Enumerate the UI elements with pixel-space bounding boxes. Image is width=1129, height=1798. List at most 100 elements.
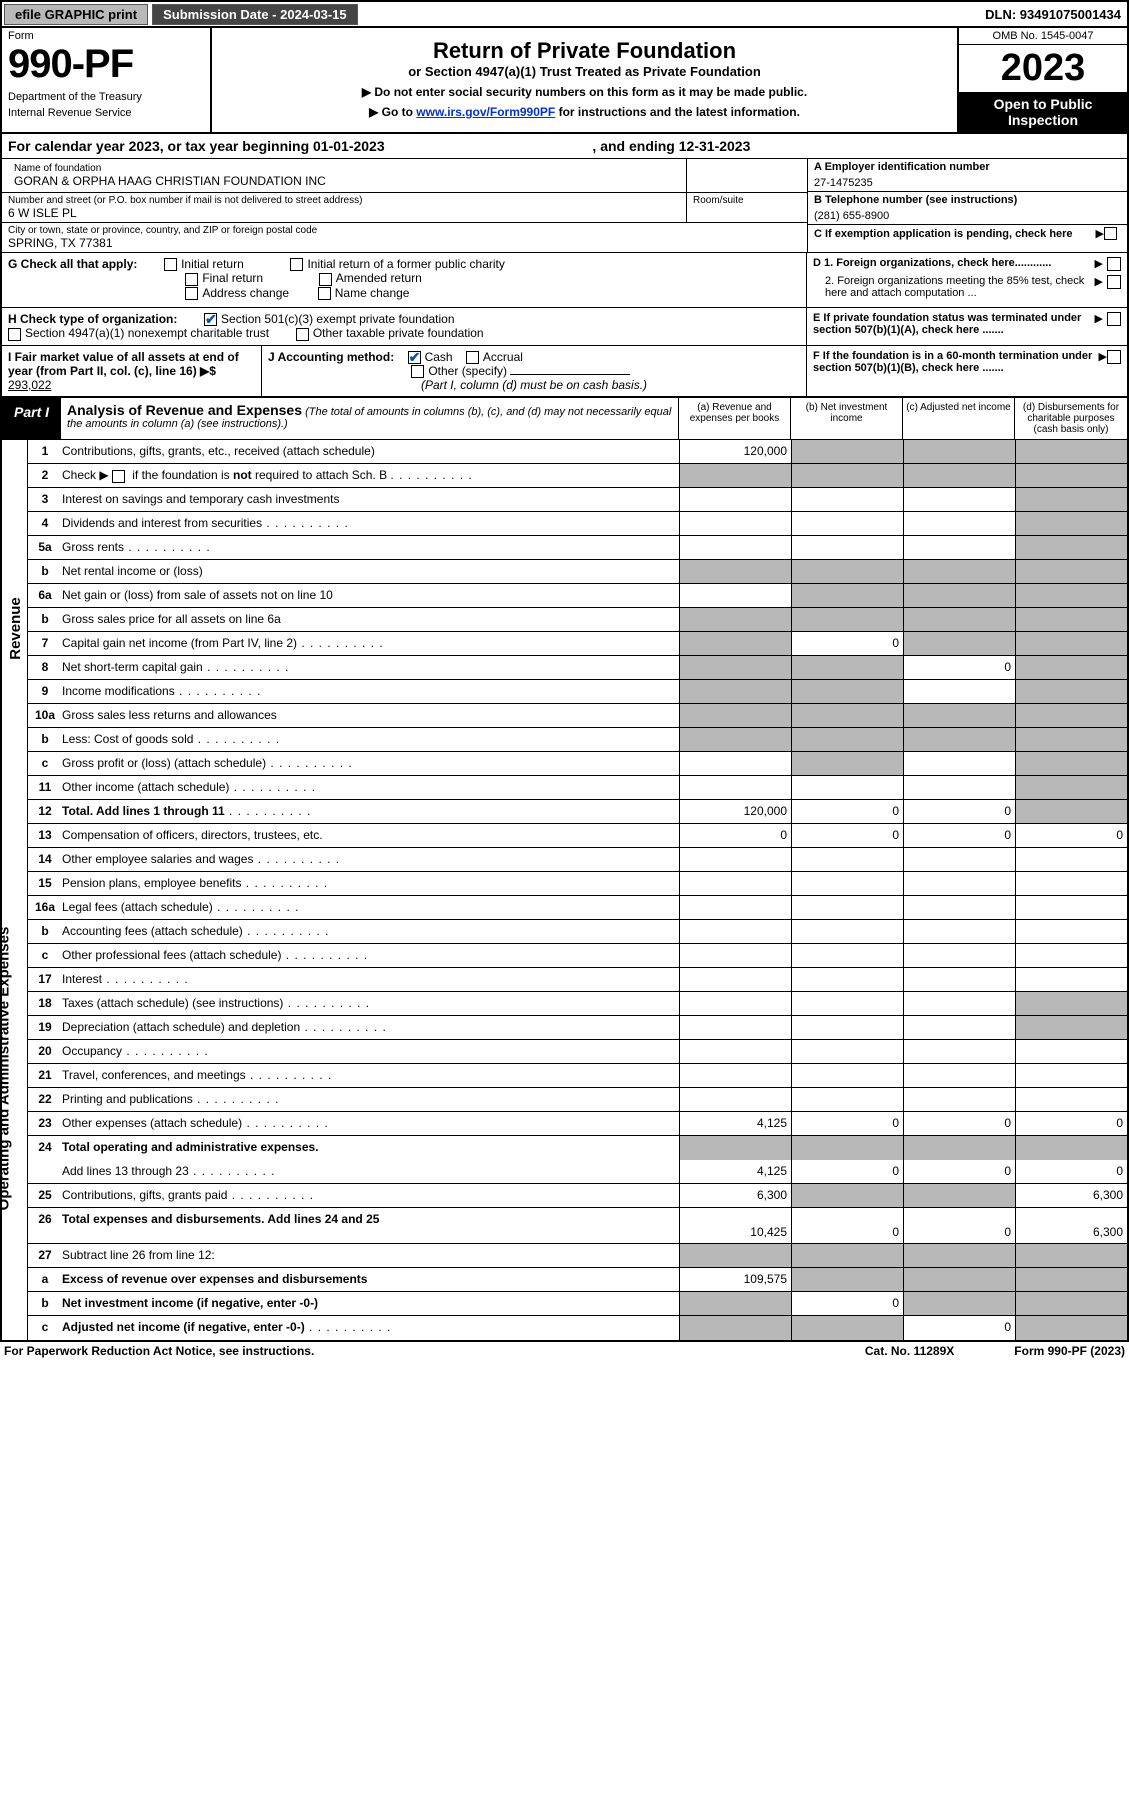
cell-c: [903, 1136, 1015, 1160]
name-label: Name of foundation: [14, 163, 674, 174]
h-4947-checkbox[interactable]: [8, 328, 21, 341]
cell-c: [903, 1268, 1015, 1291]
row-27a: aExcess of revenue over expenses and dis…: [28, 1268, 1127, 1292]
cell-c: 0: [903, 1208, 1015, 1243]
cell-b: [791, 536, 903, 559]
cell-d: 0: [1015, 1112, 1127, 1135]
d2-checkbox[interactable]: [1107, 275, 1121, 289]
row-desc: Total operating and administrative expen…: [62, 1136, 679, 1160]
cell-d: [1015, 1040, 1127, 1063]
cell-d: 0: [1015, 1160, 1127, 1183]
g-label: G Check all that apply:: [8, 257, 137, 271]
cell-b: [791, 1244, 903, 1267]
g-final-checkbox[interactable]: [185, 273, 198, 286]
e-checkbox[interactable]: [1107, 312, 1121, 326]
g-address-checkbox[interactable]: [185, 287, 198, 300]
calyear-mid: , and ending: [592, 138, 678, 154]
row-desc: Gross rents: [62, 536, 679, 559]
row-desc: Interest: [62, 968, 679, 991]
row-11: 11Other income (attach schedule): [28, 776, 1127, 800]
row-num: 18: [28, 992, 62, 1015]
row-desc: Less: Cost of goods sold: [62, 728, 679, 751]
cell-a: 4,125: [679, 1112, 791, 1135]
cell-c: [903, 944, 1015, 967]
cell-b: [791, 464, 903, 487]
cell-a: [679, 968, 791, 991]
cell-b: [791, 1268, 903, 1291]
g-amended-checkbox[interactable]: [319, 273, 332, 286]
d2-label: 2. Foreign organizations meeting the 85%…: [813, 275, 1091, 299]
cell-c: [903, 488, 1015, 511]
cell-a: [679, 776, 791, 799]
j-accrual-checkbox[interactable]: [466, 351, 479, 364]
cell-c: 0: [903, 800, 1015, 823]
cell-c: 0: [903, 1316, 1015, 1340]
row-num: 5a: [28, 536, 62, 559]
e-label: E If private foundation status was termi…: [813, 312, 1091, 336]
row-num: b: [28, 560, 62, 583]
schb-checkbox[interactable]: [112, 470, 125, 483]
cell-c: [903, 968, 1015, 991]
row-num: 9: [28, 680, 62, 703]
row-27: 27Subtract line 26 from line 12:: [28, 1244, 1127, 1268]
cell-d: [1015, 896, 1127, 919]
h-other-checkbox[interactable]: [296, 328, 309, 341]
row-24: 24Total operating and administrative exp…: [28, 1136, 1127, 1160]
row-desc: Printing and publications: [62, 1088, 679, 1111]
j-other-checkbox[interactable]: [411, 365, 424, 378]
cell-b: [791, 752, 903, 775]
cell-b: [791, 1040, 903, 1063]
row-num: 6a: [28, 584, 62, 607]
c-checkbox[interactable]: [1104, 227, 1117, 240]
row-6a: 6aNet gain or (loss) from sale of assets…: [28, 584, 1127, 608]
section-i-j-f: I Fair market value of all assets at end…: [0, 346, 1129, 399]
row-desc: Gross profit or (loss) (attach schedule): [62, 752, 679, 775]
row-15: 15Pension plans, employee benefits: [28, 872, 1127, 896]
cell-d: [1015, 1292, 1127, 1315]
ein-value: 27-1475235: [814, 173, 1121, 189]
row-num: 14: [28, 848, 62, 871]
g-initial-former-checkbox[interactable]: [290, 258, 303, 271]
cell-d: [1015, 488, 1127, 511]
cell-a: [679, 848, 791, 871]
cell-b: [791, 1136, 903, 1160]
row-desc: Contributions, gifts, grants, etc., rece…: [62, 440, 679, 463]
submission-date-badge: Submission Date - 2024-03-15: [152, 4, 358, 25]
revenue-vlabel: Revenue: [7, 598, 24, 661]
row-desc: Adjusted net income (if negative, enter …: [62, 1316, 679, 1340]
form-number: 990-PF: [8, 42, 204, 87]
cell-a: [679, 680, 791, 703]
row-3: 3Interest on savings and temporary cash …: [28, 488, 1127, 512]
g-final-label: Final return: [202, 271, 263, 285]
row-24b: Add lines 13 through 234,125000: [28, 1160, 1127, 1184]
irs-link[interactable]: www.irs.gov/Form990PF: [416, 105, 555, 119]
cell-c: [903, 920, 1015, 943]
cell-d: [1015, 872, 1127, 895]
j-cash-checkbox[interactable]: [408, 351, 421, 364]
row-num: 17: [28, 968, 62, 991]
cell-d: [1015, 536, 1127, 559]
g-name-checkbox[interactable]: [318, 287, 331, 300]
cell-a: 6,300: [679, 1184, 791, 1207]
d1-checkbox[interactable]: [1107, 257, 1121, 271]
h-501c3-checkbox[interactable]: [204, 313, 217, 326]
row-num: 10a: [28, 704, 62, 727]
cell-a: [679, 728, 791, 751]
form-header: Form 990-PF Department of the Treasury I…: [0, 28, 1129, 134]
row-desc: Other income (attach schedule): [62, 776, 679, 799]
cell-c: [903, 560, 1015, 583]
foundation-name: GORAN & ORPHA HAAG CHRISTIAN FOUNDATION …: [14, 174, 674, 188]
f-checkbox[interactable]: [1107, 350, 1121, 364]
cell-a: [679, 1040, 791, 1063]
g-initial-checkbox[interactable]: [164, 258, 177, 271]
cell-a: [679, 992, 791, 1015]
cell-b: [791, 728, 903, 751]
cell-a: [679, 1088, 791, 1111]
cell-a: [679, 536, 791, 559]
row-desc: Taxes (attach schedule) (see instruction…: [62, 992, 679, 1015]
cell-b: [791, 1088, 903, 1111]
instr-link-row: ▶ Go to www.irs.gov/Form990PF for instru…: [218, 105, 951, 119]
cell-c: [903, 848, 1015, 871]
efile-print-button[interactable]: efile GRAPHIC print: [4, 4, 148, 25]
cell-c: [903, 608, 1015, 631]
